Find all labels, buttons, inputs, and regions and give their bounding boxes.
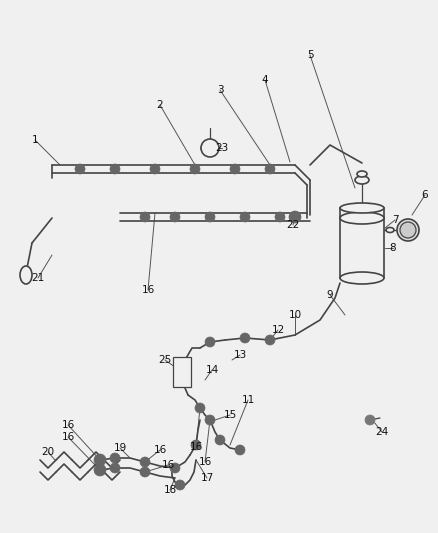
Ellipse shape [340,203,384,213]
Circle shape [75,164,85,174]
Text: 23: 23 [215,143,229,153]
Circle shape [190,164,200,174]
Circle shape [230,164,240,174]
Text: 9: 9 [327,290,333,300]
Ellipse shape [20,266,32,284]
Text: 16: 16 [161,460,175,470]
Text: 5: 5 [307,50,313,60]
Circle shape [191,440,201,450]
Text: 10: 10 [289,310,301,320]
Circle shape [275,212,285,222]
Circle shape [110,453,120,463]
Ellipse shape [340,212,384,224]
Circle shape [205,415,215,425]
Circle shape [240,212,250,222]
Circle shape [201,139,219,157]
Circle shape [170,463,180,473]
Text: 16: 16 [189,442,203,452]
Text: 7: 7 [392,215,398,225]
Bar [173,357,191,387]
Circle shape [365,415,375,425]
Text: 14: 14 [205,365,219,375]
Circle shape [150,164,160,174]
Circle shape [195,403,205,413]
Text: 11: 11 [241,395,254,405]
Circle shape [110,463,120,473]
Ellipse shape [386,228,394,232]
Text: 16: 16 [61,432,74,442]
Circle shape [265,335,275,345]
Circle shape [170,212,180,222]
Text: 3: 3 [217,85,223,95]
Circle shape [205,337,215,347]
Text: 4: 4 [261,75,268,85]
Ellipse shape [357,171,367,177]
Text: 8: 8 [390,243,396,253]
Circle shape [175,480,185,490]
Circle shape [289,211,301,223]
Circle shape [265,164,275,174]
Text: 18: 18 [163,485,177,495]
Text: 16: 16 [198,457,212,467]
Text: 16: 16 [141,285,155,295]
Ellipse shape [355,176,369,184]
Circle shape [140,467,150,477]
Circle shape [94,464,106,476]
Text: 22: 22 [286,220,300,230]
Circle shape [215,435,225,445]
Text: 21: 21 [32,273,45,283]
Text: 6: 6 [422,190,428,200]
Text: 12: 12 [272,325,285,335]
Ellipse shape [290,213,300,221]
Text: 17: 17 [200,473,214,483]
Text: 16: 16 [61,420,74,430]
Ellipse shape [400,222,416,238]
Circle shape [110,164,120,174]
Circle shape [240,333,250,343]
Circle shape [235,445,245,455]
Text: 15: 15 [223,410,237,420]
Text: 2: 2 [157,100,163,110]
Text: 24: 24 [375,427,389,437]
Circle shape [140,457,150,467]
Circle shape [140,212,150,222]
Text: 16: 16 [153,445,166,455]
Text: 25: 25 [159,355,172,365]
Text: 13: 13 [233,350,247,360]
Circle shape [205,212,215,222]
Circle shape [94,454,106,466]
Text: 19: 19 [113,443,127,453]
Text: 1: 1 [32,135,38,145]
Text: 20: 20 [42,447,55,457]
Ellipse shape [397,219,419,241]
